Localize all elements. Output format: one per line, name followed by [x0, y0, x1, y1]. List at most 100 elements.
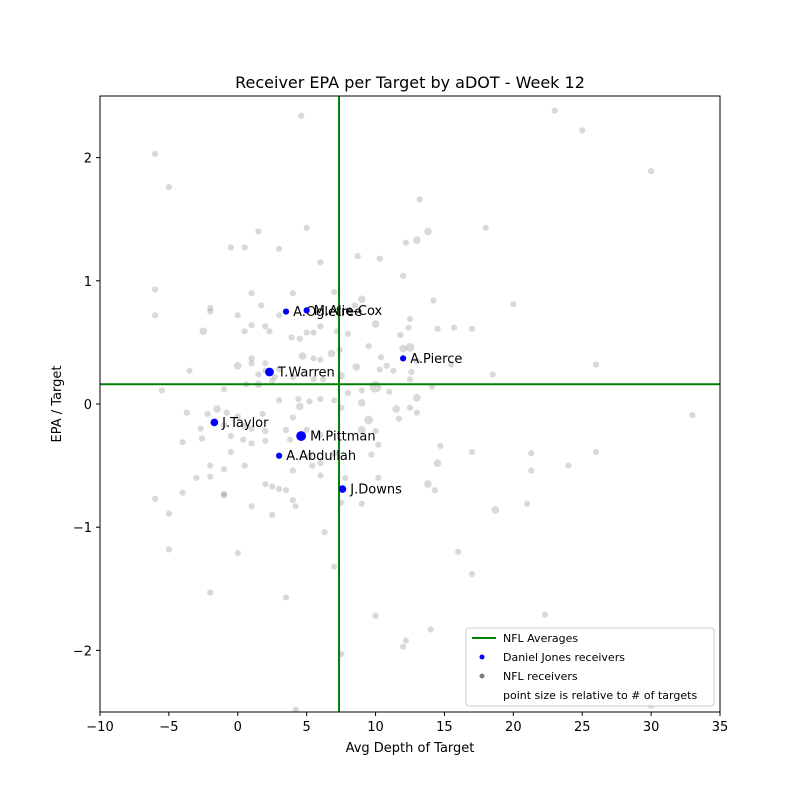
x-tick-label: −10 [86, 720, 113, 735]
axes-frame [99, 95, 721, 713]
jones-receiver-label: T.Warren [277, 365, 335, 380]
nfl-receiver-point [416, 196, 423, 203]
nfl-receiver-point [397, 331, 404, 339]
nfl-receiver-point [259, 410, 266, 417]
nfl-receiver-point [342, 474, 349, 482]
y-tick-label: 1 [84, 275, 92, 290]
nfl-receiver-point [317, 259, 324, 266]
nfl-receiver-point [165, 510, 173, 517]
nfl-receiver-point [295, 395, 302, 403]
nfl-receiver-point [405, 342, 415, 352]
nfl-receiver-point [165, 184, 173, 191]
nfl-receiver-point [248, 290, 255, 297]
nfl-receiver-point [289, 467, 297, 474]
nfl-receiver-point [424, 227, 432, 236]
nfl-receiver-point [262, 437, 269, 445]
nfl-receiver-point [207, 589, 214, 596]
nfl-receiver-point [234, 312, 241, 319]
nfl-receiver-point [647, 168, 655, 175]
legend-entry-label: NFL receivers [503, 670, 578, 683]
nfl-receiver-point [317, 472, 324, 479]
jones-receiver-label: M.Pittman [310, 430, 376, 445]
nfl-receiver-point [406, 404, 414, 411]
nfl-receiver-point [371, 320, 380, 328]
nfl-receiver-point [288, 334, 295, 341]
nfl-receiver-point [331, 450, 338, 457]
nfl-receiver-point [317, 460, 324, 467]
nfl-receiver-point [408, 368, 415, 376]
jones-receiver-point [303, 307, 310, 314]
nfl-receiver-point [275, 366, 283, 373]
nfl-receiver-point [204, 410, 211, 417]
jones-receiver-label: J.Downs [349, 483, 402, 498]
nfl-receiver-point [358, 500, 365, 507]
nfl-receiver-point [207, 304, 214, 312]
nfl-receiver-point [579, 127, 586, 134]
nfl-receiver-point [275, 312, 283, 319]
nfl-receiver-point [592, 361, 600, 368]
nfl-receiver-point [303, 224, 310, 231]
jones-receiver-point [275, 452, 283, 459]
legend: NFL Averages Daniel Jones receivers NFL re… [465, 627, 715, 707]
nfl-receiver-point [282, 487, 290, 494]
nfl-receiver-point [468, 570, 476, 578]
y-axis-ticks: −2 −1 0 1 2 [73, 152, 100, 659]
nfl-receiver-point [372, 427, 379, 435]
nfl-receiver-point [289, 414, 297, 421]
nfl-receiver-point [405, 324, 412, 331]
jones-receiver-point [265, 367, 274, 377]
nfl-receiver-point [303, 426, 310, 433]
nfl-receiver-point [220, 490, 228, 498]
nfl-receiver-point [295, 402, 304, 411]
nfl-receiver-point [248, 322, 255, 329]
nfl-receiver-point [227, 448, 235, 456]
nfl-receiver-point [331, 563, 338, 570]
y-tick-label: 0 [84, 398, 92, 413]
nfl-receiver-point [241, 462, 248, 469]
nfl-receiver-point [424, 480, 432, 488]
jones-receiver-point [399, 355, 407, 362]
nfl-receiver-point [413, 236, 421, 244]
nfl-receiver-point [510, 301, 517, 308]
nfl-receiver-point [317, 323, 324, 330]
nfl-receiver-point [292, 503, 299, 510]
nfl-receiver-point [369, 380, 382, 393]
nfl-receiver-point [186, 367, 193, 374]
y-tick-label: −1 [73, 521, 92, 536]
nfl-receiver-point [266, 328, 273, 335]
nfl-receiver-point [565, 462, 572, 469]
nfl-receiver-point [198, 435, 206, 442]
nfl-receiver-point [317, 431, 324, 438]
nfl-receiver-point [437, 442, 444, 449]
nfl-receiver-point [197, 425, 204, 432]
nfl-receiver-point [248, 355, 255, 362]
nfl-receiver-point [489, 371, 496, 378]
nfl-receiver-point [179, 439, 186, 446]
x-axis-label: Avg Depth of Target [346, 741, 475, 756]
nfl-receiver-point [248, 440, 255, 447]
nfl-receiver-point [357, 426, 366, 434]
y-tick-label: 2 [84, 152, 92, 167]
nfl-receiver-point [344, 389, 352, 397]
nfl-receiver-point [433, 459, 442, 467]
nfl-receiver-point [372, 612, 379, 620]
nfl-receiver-point [413, 357, 421, 364]
nfl-receiver-point [289, 496, 297, 504]
nfl-receiver-point [151, 286, 159, 293]
nfl-receiver-point [392, 405, 401, 413]
nfl-receiver-point [352, 363, 361, 371]
nfl-receiver-point [289, 290, 297, 297]
reference-lines [100, 96, 720, 712]
nfl-receiver-point [165, 546, 173, 553]
nfl-receiver-point [321, 529, 328, 536]
y-axis-label: EPA / Target [50, 366, 65, 443]
nfl-receiver-point [344, 330, 352, 337]
nfl-receiver-point [151, 312, 159, 319]
nfl-receiver-point [413, 394, 421, 402]
nfl-receiver-point [482, 224, 489, 231]
nfl-receiver-point [271, 373, 279, 381]
nfl-receiver-point [317, 356, 324, 363]
nfl-receiver-point [402, 239, 409, 246]
nfl-receiver-point [262, 323, 269, 330]
nfl-receiver-point [179, 489, 186, 496]
